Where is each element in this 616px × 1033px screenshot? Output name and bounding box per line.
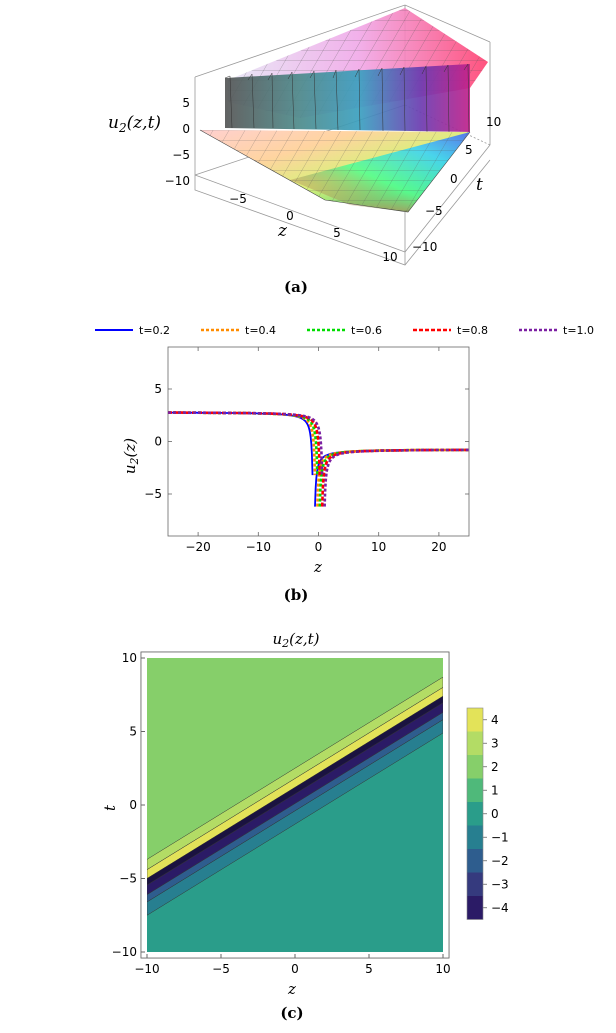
tick-label: 10	[486, 115, 501, 129]
y-axis-label: t	[101, 804, 119, 811]
legend-label: t=0.4	[245, 324, 276, 337]
tick-label: −10	[165, 174, 190, 188]
x-tick-label: 5	[365, 962, 373, 976]
legend-swatch	[467, 755, 483, 779]
tick-label: −5	[172, 148, 190, 162]
legend-label: −3	[491, 877, 509, 891]
tick-label: 5	[182, 96, 190, 110]
x-tick-label: 20	[431, 540, 446, 554]
legend-item: t=0.8	[413, 324, 488, 337]
x-tick-label: 10	[435, 962, 450, 976]
series-line	[168, 411, 324, 476]
y-tick-label: 5	[129, 725, 137, 739]
legend-label: t=0.6	[351, 324, 382, 337]
x-tick-label: 10	[371, 540, 386, 554]
panel-a: 5 0 −5 −10 −5 0 5 10 10 5 0 −5 −10 u2(z,…	[0, 0, 616, 314]
x-tick-label: −20	[185, 540, 210, 554]
legend-item: t=0.2	[95, 324, 170, 337]
axes-ticks: −20 −10 0 10 20 −5 0 5	[144, 347, 469, 554]
tick-label: 0	[182, 122, 190, 136]
y-axis-label: t	[476, 175, 483, 195]
z-axis-label: u2(z,t)	[108, 113, 161, 135]
color-legend: 4 3 2 1 0 −1 −2 −3 −4	[466, 707, 509, 920]
x-axis-label: z	[313, 558, 322, 576]
y-axis-label: u2(z)	[121, 438, 141, 474]
legend-label: 1	[491, 783, 499, 797]
legend-label: −1	[491, 830, 509, 844]
vertical-axis-ticks: 5 0 −5 −10	[165, 96, 190, 188]
legend-swatch	[467, 802, 483, 826]
line-plot: t=0.2 t=0.4 t=0.6 t=0.8 t=1.0 −20 −10 0 10 20 −5 0…	[95, 324, 594, 604]
region-lower	[147, 733, 443, 952]
tick-label: 5	[465, 143, 473, 157]
series-lines	[168, 411, 469, 507]
y-tick-label: −5	[144, 487, 162, 501]
y-tick-label: 5	[154, 382, 162, 396]
tick-label: −5	[425, 204, 443, 218]
x-tick-label: −5	[212, 962, 230, 976]
contour-area	[140, 651, 450, 959]
plot-frame	[167, 346, 470, 537]
tick-label: −5	[229, 192, 247, 206]
x-axis-label: z	[287, 980, 296, 998]
series-line	[323, 448, 469, 507]
legend-label: 2	[491, 760, 499, 774]
legend-label: t=0.2	[139, 324, 170, 337]
legend-swatch	[467, 872, 483, 896]
surface-plot: 5 0 −5 −10 −5 0 5 10 10 5 0 −5 −10 u2(z,…	[108, 4, 501, 296]
caption-b: (b)	[284, 586, 309, 604]
legend-swatch	[467, 778, 483, 802]
tick-label: 5	[333, 226, 341, 240]
x-tick-label: 0	[315, 540, 323, 554]
legend-swatch	[467, 708, 483, 732]
tick-label: 10	[382, 250, 397, 264]
legend-label: −2	[491, 854, 509, 868]
singular-wall	[224, 63, 470, 133]
legend: t=0.2 t=0.4 t=0.6 t=0.8 t=1.0	[95, 324, 594, 337]
axes-ticks: −10 −5 0 5 10 −10 −5 0 5 10	[112, 651, 451, 976]
x-tick-label: 0	[291, 962, 299, 976]
x-tick-label: −10	[134, 962, 159, 976]
tick-label: 0	[286, 209, 294, 223]
legend-swatch	[467, 731, 483, 755]
panel-c: u2(z,t) −10 −5 0 5 10 −10 −5 0 5 10 4 3 2 1 0 −1 −2 −3 −4…	[0, 620, 616, 1033]
legend-swatch	[467, 849, 483, 873]
legend-label: 3	[491, 736, 499, 750]
legend-item: t=0.6	[307, 324, 382, 337]
x-axis-label: z	[277, 221, 288, 241]
legend-label: 0	[491, 807, 499, 821]
y-tick-label: 0	[129, 798, 137, 812]
legend-label: t=0.8	[457, 324, 488, 337]
y-tick-label: −10	[112, 945, 137, 959]
z-axis-ticks: −5 0 5 10	[229, 192, 397, 264]
y-tick-label: −5	[119, 872, 137, 886]
legend-label: −4	[491, 901, 509, 915]
x-tick-label: −10	[246, 540, 271, 554]
legend-swatch	[467, 896, 483, 920]
chart-title: u2(z,t)	[272, 630, 319, 650]
legend-item: t=1.0	[519, 324, 594, 337]
panel-b: t=0.2 t=0.4 t=0.6 t=0.8 t=1.0 −20 −10 0 10 20 −5 0…	[0, 310, 616, 614]
legend-swatch	[467, 825, 483, 849]
t-axis-ticks: 10 5 0 −5 −10	[412, 115, 501, 254]
legend-item: t=0.4	[201, 324, 276, 337]
legend-label: t=1.0	[563, 324, 594, 337]
legend-label: 4	[491, 713, 499, 727]
tick-label: 0	[450, 172, 458, 186]
y-tick-label: 10	[122, 651, 137, 665]
caption-c: (c)	[280, 1004, 303, 1022]
tick-label: −10	[412, 240, 437, 254]
caption-a: (a)	[284, 278, 308, 296]
y-tick-label: 0	[154, 435, 162, 449]
